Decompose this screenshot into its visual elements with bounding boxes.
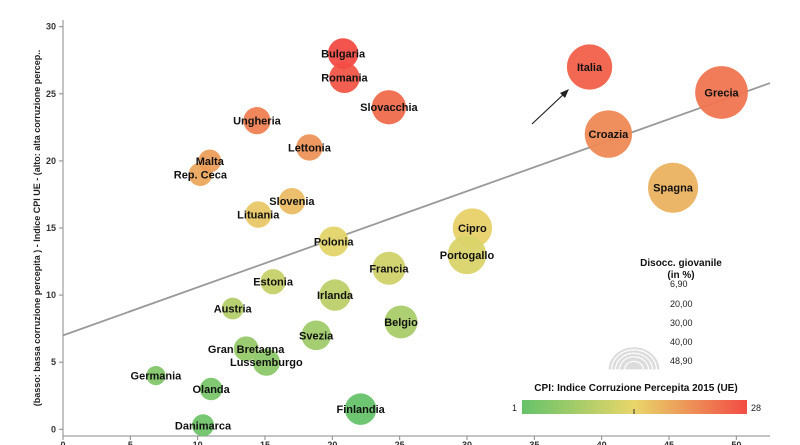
bubble-slovenia [278,187,306,215]
bubble-label-gran-bretagna: Gran Bretagna [208,344,285,356]
bubble-label-romania: Romania [321,73,368,85]
bubble-label-croazia: Croazia [589,129,630,141]
color-legend-min: 1 [512,403,517,413]
bubble-bulgaria [327,38,359,69]
bubble-label-danimarca: Danimarca [175,420,232,432]
x-tick-label: 20 [327,440,337,445]
x-tick-label: 40 [597,440,607,445]
bubble-belgio [384,305,418,339]
bubble-label-olanda: Olanda [192,384,230,396]
y-axis-title: (basso: bassa corruzione percepita ) - I… [32,50,42,407]
size-legend-title: Disocc. giovanile [640,258,722,269]
bubble-label-germania: Germania [131,371,183,383]
bubble-label-lettonia: Lettonia [288,142,332,154]
bubble-label-spagna: Spagna [653,183,694,195]
bubble-lituania [245,201,272,228]
y-tick-label: 15 [46,223,56,233]
arrow-annotation [531,89,569,125]
size-legend-value: 30,00 [670,318,693,328]
bubble-slovacchia [371,90,407,125]
bubble-ungheria [243,107,271,135]
bubble-croazia [584,110,633,158]
x-tick-label: 45 [664,440,674,445]
trend-line [62,82,771,337]
bubble-label-austria: Austria [214,304,253,316]
x-tick-label: 35 [529,440,539,445]
x-tick-label: 25 [395,440,405,445]
size-legend-value: 40,00 [670,337,693,347]
bubbles [146,38,748,437]
size-legend-value: 48,90 [670,356,693,366]
bubble-label-irlanda: Irlanda [317,290,354,302]
bubble-olanda [199,377,223,401]
bubble-irlanda [319,279,351,311]
color-legend-title: CPI: Indice Corruzione Percepita 2015 (U… [534,383,737,394]
bubble-label-francia: Francia [369,263,409,275]
x-tick-label: 5 [128,440,133,445]
bubble-label-lituania: Lituania [237,210,280,222]
size-legend-value: 6,90 [670,279,688,289]
bubble-lussemburgo [252,348,280,376]
bubble-italia [566,44,613,90]
bubble-danimarca [192,414,215,437]
bubble-label-finlandia: Finlandia [336,404,385,416]
y-ticks: 0 5 10 15 20 25 30 [46,22,63,434]
bubble-germania [146,365,166,386]
bubble-label-bulgaria: Bulgaria [321,49,366,61]
bubble-label-italia: Italia [577,62,603,74]
bubble-lettonia [296,134,323,161]
bubble-francia [372,251,406,285]
bubble-austria [221,297,244,320]
bubble-polonia [318,226,349,257]
bubble-portogallo [447,235,487,275]
color-legend-max: 28 [751,403,761,413]
bubble-label-grecia: Grecia [704,87,739,99]
bubble-label-lussemburgo: Lussemburgo [230,357,303,369]
size-legend-value: 20,00 [670,299,693,309]
bubble-labels: Bulgaria Romania Slovacchia Italia Grecia Cro… [131,49,740,433]
bubble-label-belgio: Belgio [384,317,418,329]
size-legend: Disocc. giovanile (in %) 6,90 20,00 30,00 4… [607,258,722,371]
y-tick-label: 25 [46,89,56,99]
x-ticks: 0 5 10 15 20 25 30 35 40 45 50 [60,436,741,445]
bubble-gran-bretagna [233,336,259,362]
bubble-label-estonia: Estonia [253,277,294,289]
bubble-spagna [648,162,699,213]
bubble-finlandia [344,393,377,425]
color-gradient-bar [522,400,747,414]
bubble-label-svezia: Svezia [299,330,334,342]
x-tick-label: 0 [60,440,65,445]
x-tick-label: 30 [462,440,472,445]
bubble-label-slovacchia: Slovacchia [360,102,418,114]
x-tick-label: 50 [731,440,741,445]
color-legend: CPI: Indice Corruzione Percepita 2015 (U… [512,383,761,414]
x-tick-label: 15 [260,440,270,445]
bubble-label-polonia: Polonia [314,236,355,248]
bubble-svezia [301,320,331,351]
bubble-label-portogallo: Portogallo [440,250,495,262]
size-legend-shape [623,360,645,371]
bubble-romania [329,62,360,94]
y-tick-label: 30 [46,22,56,32]
bubble-label-rep-ceca: Rep. Ceca [174,169,228,181]
bubble-malta [198,149,222,173]
bubble-label-slovenia: Slovenia [269,196,315,208]
bubble-label-malta: Malta [196,156,225,168]
bubble-label-ungheria: Ungheria [233,116,282,128]
bubble-estonia [260,269,286,295]
x-tick-label: 10 [193,440,203,445]
bubble-label-cipro: Cipro [458,223,487,235]
bubble-grecia [695,66,748,119]
y-tick-label: 20 [46,156,56,166]
y-tick-label: 10 [46,290,56,300]
y-tick-label: 0 [51,424,56,434]
y-tick-label: 5 [51,357,56,367]
size-legend-subtitle: (in %) [667,270,694,281]
